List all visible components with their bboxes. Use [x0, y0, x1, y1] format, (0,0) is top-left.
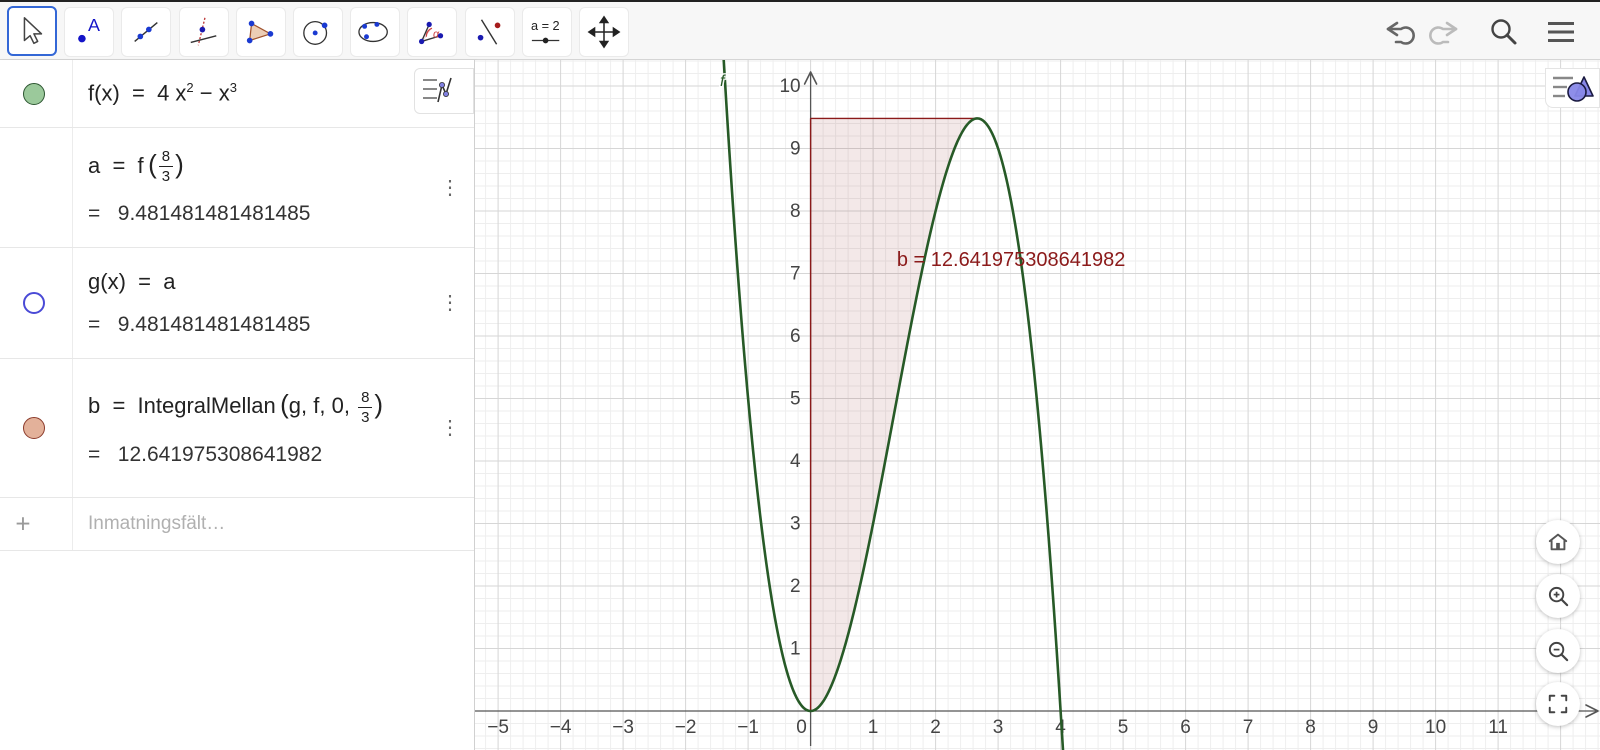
svg-text:3: 3: [790, 514, 801, 535]
svg-text:a = 2: a = 2: [531, 18, 560, 33]
svg-text:5: 5: [1118, 717, 1129, 738]
svg-text:6: 6: [1180, 717, 1191, 738]
svg-text:8: 8: [1305, 717, 1316, 738]
svg-text:8: 8: [790, 201, 801, 222]
svg-text:7: 7: [1243, 717, 1254, 738]
svg-text:2: 2: [790, 576, 801, 597]
svg-text:1: 1: [868, 717, 879, 738]
svg-text:b = 12.641975308641982: b = 12.641975308641982: [897, 249, 1126, 271]
svg-text:−3: −3: [612, 717, 634, 738]
svg-text:−2: −2: [675, 717, 697, 738]
svg-text:10: 10: [779, 76, 800, 97]
svg-text:10: 10: [1425, 717, 1446, 738]
svg-text:4: 4: [790, 451, 801, 472]
svg-text:2: 2: [930, 717, 941, 738]
svg-text:−5: −5: [487, 717, 509, 738]
svg-text:5: 5: [790, 389, 801, 410]
svg-text:11: 11: [1488, 717, 1508, 738]
svg-text:A: A: [88, 15, 100, 35]
svg-text:0: 0: [796, 717, 807, 738]
svg-text:3: 3: [993, 717, 1004, 738]
svg-text:7: 7: [790, 264, 801, 285]
svg-text:9: 9: [790, 139, 801, 160]
svg-text:9: 9: [1368, 717, 1379, 738]
svg-text:6: 6: [790, 326, 801, 347]
svg-text:1: 1: [790, 639, 801, 660]
svg-text:−1: −1: [737, 717, 759, 738]
svg-text:−4: −4: [550, 717, 572, 738]
